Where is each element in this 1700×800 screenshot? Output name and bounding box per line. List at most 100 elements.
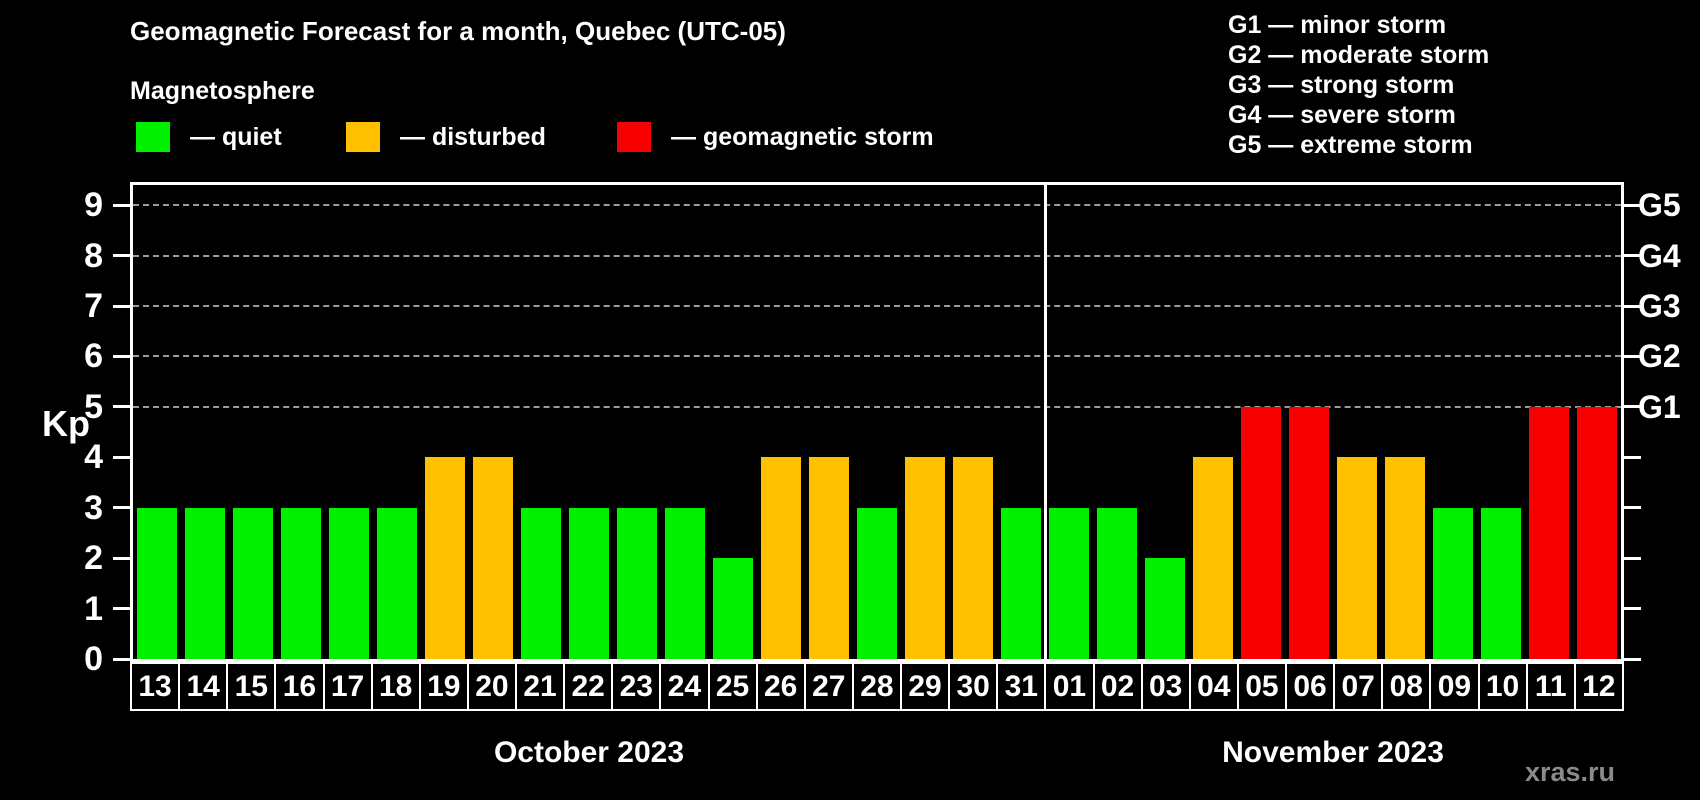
g-axis-label-g2: G2 <box>1638 338 1681 375</box>
date-cell-07: 07 <box>1333 662 1384 711</box>
date-cell-22: 22 <box>563 662 614 711</box>
date-cell-27: 27 <box>803 662 854 711</box>
watermark: xras.ru <box>1524 757 1615 787</box>
legend-label-storm: — geomagnetic storm <box>671 122 934 151</box>
kp-bar-day-25 <box>713 558 753 659</box>
legend-label-quiet: — quiet <box>190 122 282 151</box>
date-cell-09: 09 <box>1429 662 1480 711</box>
y-tick-left-6 <box>113 354 130 358</box>
legend-item-disturbed: — disturbed <box>346 122 546 152</box>
y-tick-left-1 <box>113 607 130 611</box>
y-tick-left-8 <box>113 254 130 258</box>
kp-bar-day-04 <box>1193 457 1233 659</box>
month-label-1: November 2023 <box>1222 736 1444 769</box>
y-tick-label-9: 9 <box>84 186 103 225</box>
y-tick-label-0: 0 <box>84 640 103 678</box>
y-tick-right-1 <box>1624 607 1641 611</box>
y-tick-label-2: 2 <box>84 539 103 578</box>
date-cell-13: 13 <box>130 662 181 711</box>
date-cell-17: 17 <box>322 662 373 711</box>
date-cell-03: 03 <box>1140 662 1191 711</box>
date-cell-18: 18 <box>370 662 421 711</box>
y-tick-right-9 <box>1624 203 1641 207</box>
y-tick-right-8 <box>1624 254 1641 258</box>
date-cell-11: 11 <box>1525 662 1576 711</box>
gridline-kp8 <box>133 254 1621 257</box>
date-cell-28: 28 <box>851 662 902 711</box>
kp-bar-day-08 <box>1385 457 1425 659</box>
legend-label-disturbed: — disturbed <box>400 122 546 151</box>
y-tick-label-6: 6 <box>84 337 103 376</box>
month-label-0: October 2023 <box>493 736 685 769</box>
date-axis: 13 14 15 16 17 18 19 20 21 22 23 24 25 26 27 28 29 30 31 01… <box>130 662 1624 711</box>
date-cell-31: 31 <box>996 662 1047 711</box>
kp-bar-day-14 <box>185 507 225 659</box>
kp-bar-day-17 <box>329 507 369 659</box>
kp-bar-day-20 <box>473 457 513 659</box>
date-cell-26: 26 <box>755 662 806 711</box>
plot-area: 0 1 2 3 4 5 6 7 8 9 G1 G2 G3 G4 G5 <box>84 182 1681 678</box>
g-axis-label-g4: G4 <box>1638 237 1681 274</box>
kp-bar-day-19 <box>425 457 465 659</box>
kp-bar-day-13 <box>137 507 177 659</box>
date-cell-25: 25 <box>707 662 758 711</box>
g-axis-label-g5: G5 <box>1638 187 1681 224</box>
date-cell-20: 20 <box>466 662 517 711</box>
y-tick-label-1: 1 <box>84 589 103 628</box>
g5-legend-line: G5 — extreme storm <box>1228 131 1473 159</box>
date-cell-23: 23 <box>611 662 662 711</box>
chart-title: Geomagnetic Forecast for a month, Quebec… <box>130 16 786 46</box>
kp-bar-day-24 <box>665 507 705 659</box>
kp-bar-day-11 <box>1529 406 1569 659</box>
y-axis-title: Kp <box>42 403 90 444</box>
date-cell-04: 04 <box>1188 662 1239 711</box>
date-cell-02: 02 <box>1092 662 1143 711</box>
g3-legend-line: G3 — strong storm <box>1228 71 1455 99</box>
date-cell-12: 12 <box>1573 662 1624 711</box>
legend-item-quiet: — quiet <box>136 122 282 152</box>
date-cell-21: 21 <box>515 662 566 711</box>
month-separator <box>1043 185 1047 659</box>
date-cell-30: 30 <box>948 662 999 711</box>
y-tick-right-5 <box>1624 405 1641 409</box>
date-cell-10: 10 <box>1477 662 1528 711</box>
y-tick-right-7 <box>1624 304 1641 308</box>
kp-bar-day-23 <box>617 507 657 659</box>
y-tick-right-2 <box>1624 556 1641 560</box>
y-tick-left-0 <box>113 657 130 661</box>
gridline-kp6 <box>133 355 1621 358</box>
y-tick-left-5 <box>113 405 130 409</box>
y-tick-label-3: 3 <box>84 488 103 527</box>
kp-bar-day-31 <box>1001 507 1041 659</box>
kp-bar-day-26 <box>761 457 801 659</box>
g4-legend-line: G4 — severe storm <box>1228 101 1456 129</box>
kp-bar-day-27 <box>809 457 849 659</box>
kp-bar-day-06 <box>1289 406 1329 659</box>
kp-bar-day-18 <box>377 507 417 659</box>
g-axis-label-g1: G1 <box>1638 388 1681 425</box>
y-tick-right-3 <box>1624 506 1641 510</box>
kp-bar-day-28 <box>857 507 897 659</box>
y-tick-left-4 <box>113 455 130 459</box>
y-tick-label-7: 7 <box>84 287 103 326</box>
kp-bar-day-30 <box>953 457 993 659</box>
date-cell-06: 06 <box>1285 662 1336 711</box>
g2-legend-line: G2 — moderate storm <box>1228 41 1490 69</box>
y-tick-left-3 <box>113 506 130 510</box>
gridline-kp5 <box>133 405 1621 408</box>
y-tick-right-0 <box>1624 657 1641 661</box>
kp-bar-day-05 <box>1241 406 1281 659</box>
disturbed-color-swatch <box>346 122 380 152</box>
y-tick-right-6 <box>1624 354 1641 358</box>
kp-bar-day-22 <box>569 507 609 659</box>
g1-legend-line: G1 — minor storm <box>1228 11 1447 39</box>
date-cell-05: 05 <box>1236 662 1287 711</box>
y-tick-left-7 <box>113 304 130 308</box>
y-tick-left-2 <box>113 556 130 560</box>
y-tick-left-9 <box>113 203 130 207</box>
date-cell-29: 29 <box>900 662 951 711</box>
g-scale-legend: G1 — minor storm G2 — moderate storm G3 … <box>1228 10 1489 160</box>
gridline-kp9 <box>133 204 1621 207</box>
g-axis-label-g3: G3 <box>1638 288 1681 325</box>
